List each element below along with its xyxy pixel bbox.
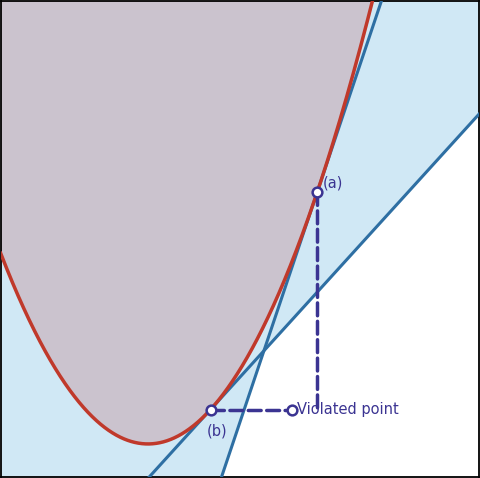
Text: (b): (b): [207, 424, 228, 439]
Text: (a): (a): [323, 175, 344, 190]
Text: Violated point: Violated point: [298, 402, 399, 417]
